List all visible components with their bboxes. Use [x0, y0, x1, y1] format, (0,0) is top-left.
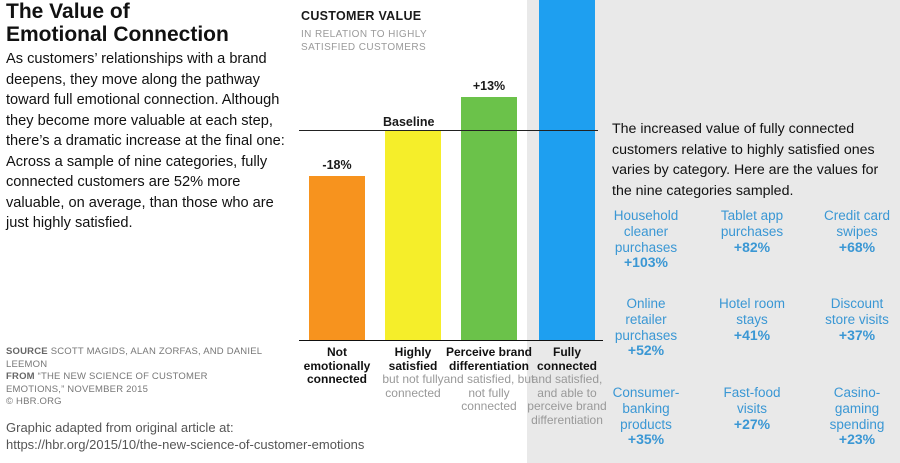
copyright: © HBR.ORG — [6, 396, 62, 407]
category-item: Discount store visits +37% — [802, 296, 900, 343]
category-pct: +82% — [733, 238, 771, 255]
category-item: Fast-food visits +27% — [697, 385, 807, 432]
category-label-3: Perceive brand differentiation and satisf… — [443, 345, 535, 414]
bar-value-label-1: -18% — [322, 158, 352, 173]
category-main: Highly satisfied — [388, 345, 438, 373]
category-pct: +37% — [838, 326, 876, 343]
title-line-1: The Value of — [6, 0, 130, 23]
x-axis-line — [299, 340, 603, 341]
category-name: Discount store visits — [825, 296, 889, 327]
category-intro-text: The increased value of fully connected c… — [612, 121, 879, 199]
bar-4 — [539, 0, 595, 340]
category-item: Consumer-banking products +35% — [591, 385, 701, 448]
category-name: Tablet app purchases — [720, 208, 784, 239]
category-pct: +68% — [838, 238, 876, 255]
category-label-4: Fully connected and satisfied, and able t… — [526, 345, 608, 427]
from-text: “THE NEW SCIENCE OF CUSTOMER EMOTIONS,” … — [6, 371, 208, 395]
category-item: Credit card swipes +68% — [802, 208, 900, 255]
chart-title: CUSTOMER VALUE — [301, 9, 422, 23]
category-item: Online retailer purchases +52% — [591, 296, 701, 359]
category-pct: +103% — [624, 254, 668, 271]
category-pct: +23% — [838, 431, 876, 448]
bar-3 — [461, 96, 517, 340]
category-pct: +27% — [733, 415, 771, 432]
from-label: FROM — [6, 371, 35, 382]
category-name: Online retailer purchases — [614, 296, 678, 343]
category-main: Perceive brand differentiation — [445, 345, 533, 373]
category-main: Fully connected — [536, 345, 597, 373]
chart-subtitle: IN RELATION TO HIGHLY SATISFIED CUSTOMER… — [301, 29, 427, 53]
source-label: SOURCE — [6, 346, 48, 357]
category-item: Tablet app purchases +82% — [697, 208, 807, 255]
category-name: Hotel room stays — [718, 296, 786, 327]
category-item: Casino-gaming spending +23% — [802, 385, 900, 448]
category-label-1: Not emotionally connected — [298, 345, 376, 387]
bar-value-label-3: +13% — [472, 78, 506, 93]
baseline-line — [299, 130, 598, 131]
category-item: Hotel room stays +41% — [697, 296, 807, 343]
category-sub: and satisfied, but not fully connected — [443, 372, 535, 413]
baseline-label: Baseline — [383, 115, 435, 129]
intro-paragraph: As customers’ relationships with a brand… — [6, 51, 285, 231]
category-pct: +41% — [733, 326, 771, 343]
bar-1 — [309, 176, 365, 340]
category-label-2: Highly satisfied but not fully connected — [382, 345, 444, 400]
category-name: Credit card swipes — [823, 208, 891, 239]
category-sub: but not fully connected — [382, 372, 444, 400]
page-title: The Value of Emotional Connection — [6, 0, 266, 46]
bar-2 — [385, 130, 441, 340]
source-credit: SOURCE SCOTT MAGIDS, ALAN ZORFAS, AND DA… — [6, 346, 266, 409]
category-name: Household cleaner purchases — [613, 208, 679, 255]
category-pct: +35% — [627, 431, 665, 448]
source-text: SCOTT MAGIDS, ALAN ZORFAS, AND DANIEL LE… — [6, 346, 262, 370]
category-name: Fast-food visits — [723, 385, 781, 416]
adapted-note: Graphic adapted from original article at… — [6, 419, 526, 453]
title-line-2: Emotional Connection — [6, 23, 229, 46]
category-name: Casino-gaming spending — [829, 385, 885, 432]
category-pct: +52% — [627, 342, 665, 359]
category-name: Consumer-banking products — [612, 385, 680, 432]
adapted-line-1: Graphic adapted from original article at… — [6, 420, 234, 435]
adapted-url[interactable]: https://hbr.org/2015/10/the-new-science-… — [6, 437, 365, 452]
category-main: Not emotionally connected — [303, 345, 371, 386]
category-item: Household cleaner purchases +103% — [591, 208, 701, 271]
category-sub: and satisfied, and able to perceive bran… — [527, 372, 607, 427]
